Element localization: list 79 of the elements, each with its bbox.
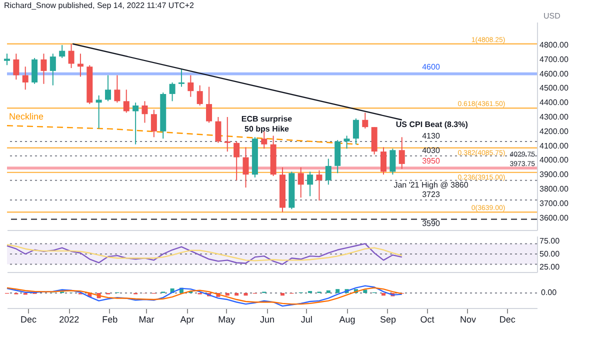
candlestick <box>32 57 38 84</box>
candlestick <box>96 94 102 130</box>
candlestick <box>114 74 120 104</box>
y-tick-label: 4200.00 <box>540 126 569 136</box>
annotation: ECB surprise 50 bps Hike <box>241 114 293 134</box>
y-tick-label: 25.00 <box>540 262 560 272</box>
candlestick <box>142 100 148 124</box>
candlestick <box>352 118 359 145</box>
candlestick <box>316 170 322 201</box>
candlestick <box>234 140 240 181</box>
x-tick-label: Nov <box>460 314 476 324</box>
candlestick <box>105 74 112 102</box>
x-tick-label: Apr <box>180 314 194 324</box>
x-tick-label: Dec <box>20 314 37 324</box>
candlestick <box>344 135 350 150</box>
y-tick-label: 3800.00 <box>540 184 569 194</box>
y-axis-title: USD <box>544 12 561 20</box>
x-tick-label: Oct <box>420 314 435 324</box>
ref-line-label: 0.00 <box>541 288 558 297</box>
ref-line-label: 3590 <box>422 219 440 228</box>
candlestick <box>206 86 212 124</box>
x-tick-label: Dec <box>499 314 516 324</box>
x-tick-label: Mar <box>138 314 154 324</box>
line-series <box>6 243 402 265</box>
candlestick <box>298 166 304 198</box>
series-label: Neckline <box>9 112 44 122</box>
y-tick-label: 4800.00 <box>540 40 569 50</box>
candlestick <box>242 146 249 188</box>
candlestick <box>169 82 176 102</box>
x-tick-label: 2022 <box>59 314 80 324</box>
candlestick <box>390 148 396 176</box>
y-tick-label: 75.00 <box>540 236 560 246</box>
y-tick-label: 4500.00 <box>540 84 569 93</box>
y-tick-label: 3600.00 <box>540 213 569 222</box>
y-tick-label: 4300.00 <box>540 112 569 122</box>
y-tick-label: 3900.00 <box>540 170 569 180</box>
x-tick-label: Feb <box>102 314 118 324</box>
candlestick <box>196 84 203 106</box>
y-tick-label: 4400.00 <box>540 98 569 108</box>
candlestick <box>59 44 66 58</box>
y-tick-label: 3700.00 <box>540 198 569 208</box>
candlestick <box>150 109 157 138</box>
candlestick <box>40 53 47 84</box>
candlestick <box>50 53 56 86</box>
x-tick-label: Jun <box>260 314 275 324</box>
y-tick-label: 4000.00 <box>540 156 569 165</box>
candlestick <box>13 53 20 80</box>
candlestick <box>398 136 405 170</box>
candlestick <box>380 146 387 176</box>
band-label: 4600 <box>422 62 440 72</box>
candlestick <box>325 158 332 186</box>
y-tick-label: 50.00 <box>540 250 560 258</box>
x-tick-label: Aug <box>339 314 356 324</box>
ref-line-label: 4030 <box>422 146 440 155</box>
candlestick <box>132 102 139 145</box>
y-tick-label: 4700.00 <box>540 54 569 64</box>
band-label: 3950 <box>422 156 440 166</box>
ref-line-label: Jan '21 High @ 3860 <box>394 180 469 190</box>
candlestick <box>224 116 230 152</box>
ref-line-label: 4130 <box>422 131 440 140</box>
annotation: US CPI Beat (8.3%) <box>396 120 468 130</box>
candlestick <box>188 74 194 98</box>
candlestick <box>178 69 184 88</box>
candlestick <box>307 171 314 197</box>
x-tick-label: Sep <box>380 314 396 324</box>
ref-line-label: 3723 <box>422 190 440 200</box>
x-tick-label: May <box>218 314 236 324</box>
candlestick <box>123 89 130 114</box>
candlestick <box>22 66 28 90</box>
candlestick <box>77 53 84 78</box>
candlestick <box>68 43 74 69</box>
candlestick <box>215 116 222 144</box>
candlestick <box>362 112 368 130</box>
y-tick-label: 4100.00 <box>540 141 569 150</box>
y-tick-label: 4600.00 <box>540 69 569 78</box>
line-series <box>6 244 402 262</box>
candlestick <box>4 53 10 66</box>
chart-title: Richard_Snow published, Sep 14, 2022 11:47 UTC+2 <box>4 1 195 10</box>
x-tick-label: Jul <box>300 314 312 324</box>
